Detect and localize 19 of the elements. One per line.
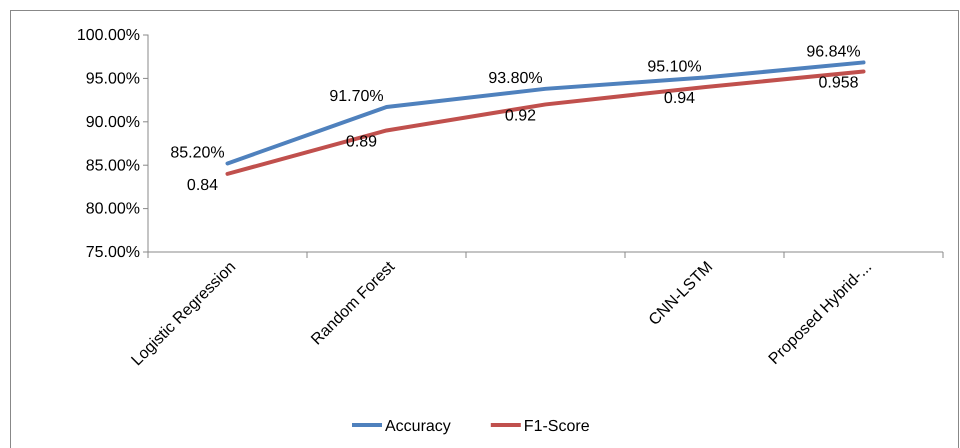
data-label: 93.80% bbox=[488, 70, 543, 87]
y-tick-label: 85.00% bbox=[86, 157, 140, 174]
data-label: 95.10% bbox=[647, 58, 702, 76]
y-tick-label: 80.00% bbox=[86, 200, 140, 218]
y-tick-label: 75.00% bbox=[86, 244, 140, 262]
y-tick-label: 95.00% bbox=[86, 70, 140, 88]
data-label: 96.84% bbox=[806, 43, 861, 60]
y-tick-label: 90.00% bbox=[86, 114, 140, 131]
data-label: 0.89 bbox=[346, 133, 378, 150]
y-tick-label: 100.00% bbox=[76, 27, 140, 44]
data-label: 85.20% bbox=[170, 144, 225, 162]
line-series bbox=[226, 60, 866, 166]
legend-label: Accuracy bbox=[385, 418, 451, 435]
data-label: 0.958 bbox=[818, 74, 859, 92]
legend-label: F1-Score bbox=[524, 418, 590, 435]
data-label: 0.84 bbox=[186, 176, 218, 194]
data-label: 91.70% bbox=[329, 88, 384, 106]
data-label: 0.92 bbox=[504, 107, 536, 124]
data-label: 0.94 bbox=[664, 90, 696, 108]
